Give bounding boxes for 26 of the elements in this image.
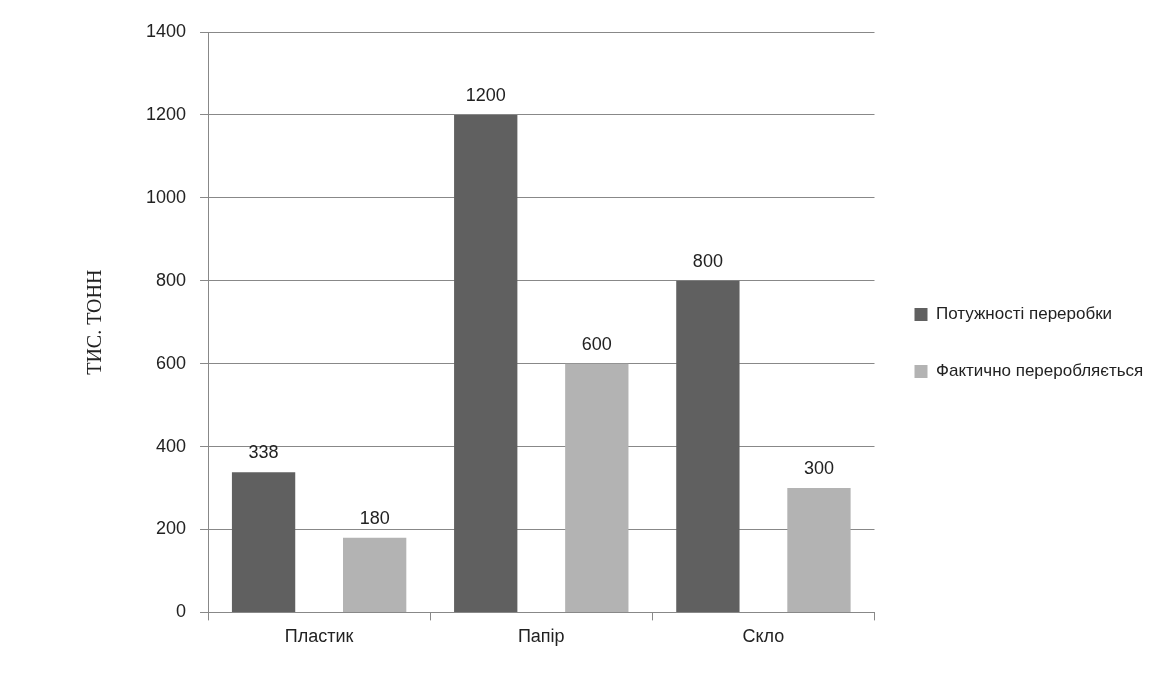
y-tick-label: 0 xyxy=(176,601,187,622)
bar xyxy=(343,537,407,612)
bar xyxy=(454,114,518,612)
data-label: 180 xyxy=(359,507,390,528)
data-label: 800 xyxy=(692,250,723,271)
y-tick-label: 200 xyxy=(156,518,187,539)
x-tick-label: Скло xyxy=(742,626,785,647)
x-tick-label: Пластик xyxy=(284,626,354,647)
bar xyxy=(676,280,740,612)
legend-label: Фактично переробляється xyxy=(936,361,1144,381)
y-tick-label: 800 xyxy=(156,269,187,290)
data-label: 600 xyxy=(581,333,612,354)
bar xyxy=(787,488,851,612)
y-tick-label: 600 xyxy=(156,352,187,373)
x-tick-label: Папір xyxy=(517,626,565,647)
bar xyxy=(231,472,296,612)
data-label: 338 xyxy=(248,442,279,463)
y-tick-label: 400 xyxy=(156,435,187,456)
y-tick-label: 1400 xyxy=(146,20,187,41)
y-axis-title: ТИС. ТОНН xyxy=(83,269,106,375)
bar xyxy=(565,363,629,612)
y-tick-label: 1200 xyxy=(146,103,187,124)
data-label: 1200 xyxy=(465,84,506,105)
legend-label: Потужності переробки xyxy=(936,304,1113,324)
data-label: 300 xyxy=(803,458,834,478)
y-tick-label: 1000 xyxy=(146,186,187,207)
